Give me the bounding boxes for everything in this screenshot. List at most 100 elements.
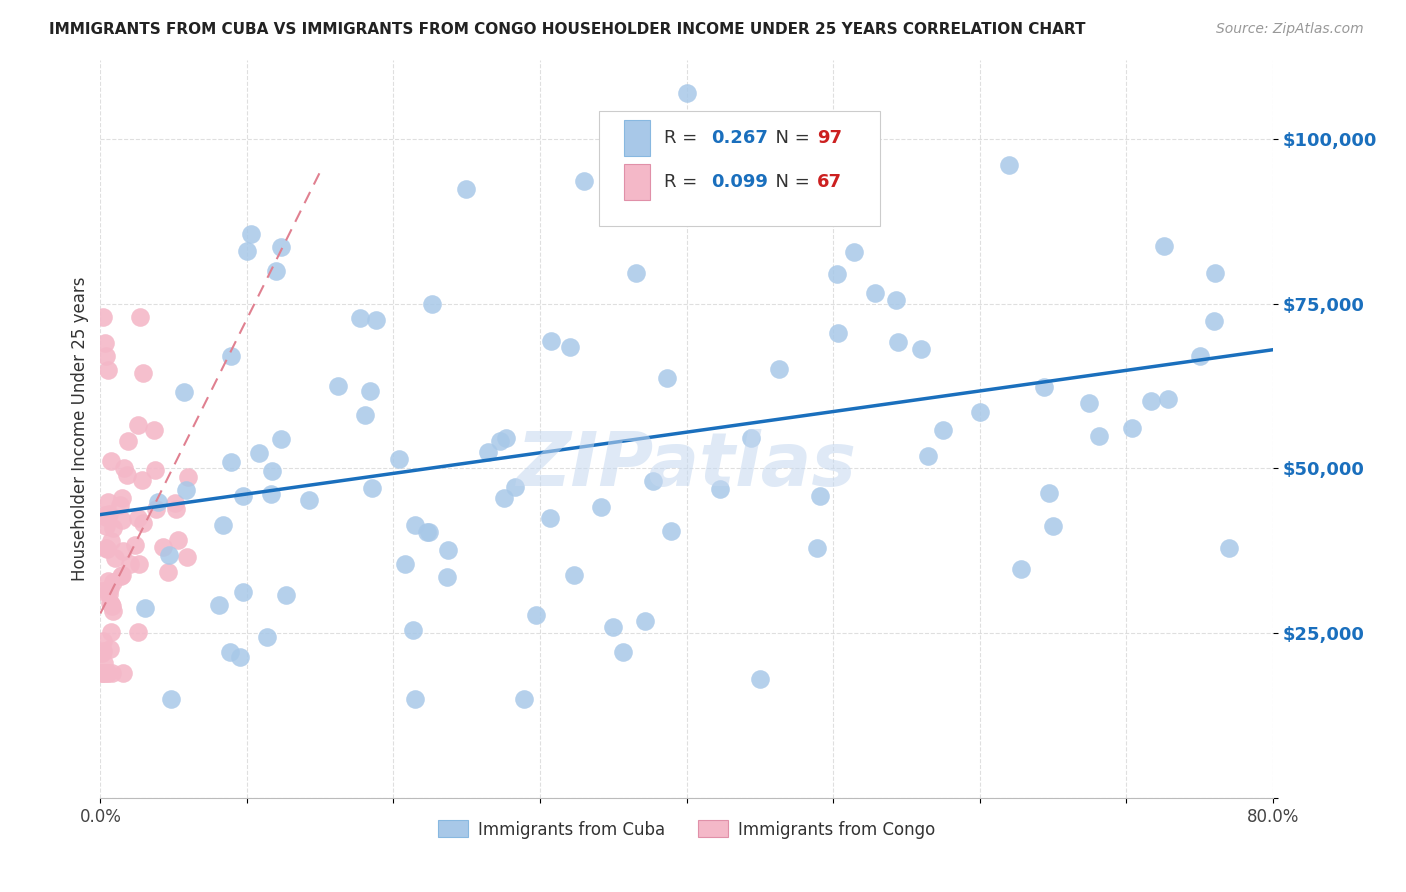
Point [176, 550, 198, 565]
Point [589, 500, 612, 514]
Point [910, 343, 932, 357]
Text: N =: N = [763, 173, 815, 191]
Point [538, 511, 561, 525]
Point [112, 665, 135, 680]
Point [768, 361, 790, 376]
Text: N =: N = [763, 128, 815, 147]
Point [97, 665, 120, 680]
Point [90, 646, 112, 660]
Text: 67: 67 [817, 173, 842, 191]
Point [1121, 421, 1143, 435]
Point [247, 446, 270, 460]
Text: 0.099: 0.099 [711, 173, 768, 191]
Point [404, 518, 426, 533]
Point [495, 431, 517, 445]
Point [100, 453, 122, 467]
Point [104, 551, 127, 566]
Point [270, 239, 292, 253]
Point [101, 574, 124, 589]
Point [127, 417, 149, 432]
Point [643, 474, 665, 488]
Point [131, 473, 153, 487]
Point [512, 692, 534, 706]
Point [917, 449, 939, 463]
Point [1078, 396, 1101, 410]
Point [740, 431, 762, 445]
Point [94, 510, 117, 524]
Point [219, 645, 242, 659]
Point [969, 405, 991, 419]
Point [97, 362, 120, 376]
Point [97, 574, 120, 588]
Point [655, 371, 678, 385]
Point [748, 673, 770, 687]
Point [503, 480, 526, 494]
Point [998, 158, 1021, 172]
Point [163, 495, 186, 509]
Point [366, 313, 388, 327]
Point [94, 541, 117, 556]
Point [115, 468, 138, 483]
Point [97, 495, 120, 509]
Point [236, 244, 259, 258]
Point [219, 454, 242, 468]
Point [1204, 266, 1226, 280]
Point [111, 491, 134, 505]
Point [173, 385, 195, 400]
Point [863, 286, 886, 301]
Point [108, 498, 131, 512]
Bar [624, 120, 650, 155]
Point [93, 633, 115, 648]
Point [100, 534, 122, 549]
Point [96, 349, 118, 363]
Point [145, 502, 167, 516]
Point [128, 557, 150, 571]
Point [1042, 518, 1064, 533]
Point [359, 384, 381, 398]
Point [127, 511, 149, 525]
Point [98, 642, 121, 657]
Point [558, 340, 581, 354]
Point [174, 483, 197, 497]
Point [208, 598, 231, 612]
Point [129, 310, 152, 324]
Point [734, 185, 756, 199]
Point [101, 604, 124, 618]
Point [1038, 485, 1060, 500]
Point [492, 491, 515, 505]
Point [157, 548, 180, 562]
Text: R =: R = [664, 128, 703, 147]
Point [540, 334, 562, 348]
Point [91, 665, 114, 680]
Point [96, 665, 118, 680]
Point [97, 583, 120, 598]
Point [827, 326, 849, 341]
Point [612, 645, 634, 659]
Text: 0.267: 0.267 [711, 128, 768, 147]
Point [97, 587, 120, 601]
Point [808, 489, 831, 503]
Point [1153, 239, 1175, 253]
Y-axis label: Householder Income Under 25 years: Householder Income Under 25 years [72, 277, 89, 581]
Point [232, 490, 254, 504]
Point [94, 519, 117, 533]
Point [177, 470, 200, 484]
Point [260, 487, 283, 501]
Point [101, 521, 124, 535]
Point [256, 630, 278, 644]
Text: IMMIGRANTS FROM CUBA VS IMMIGRANTS FROM CONGO HOUSEHOLDER INCOME UNDER 25 YEARS : IMMIGRANTS FROM CUBA VS IMMIGRANTS FROM … [49, 22, 1085, 37]
Point [93, 665, 115, 680]
Point [152, 540, 174, 554]
Point [134, 601, 156, 615]
Point [148, 495, 170, 509]
Text: Source: ZipAtlas.com: Source: ZipAtlas.com [1216, 22, 1364, 37]
Point [404, 692, 426, 706]
Point [602, 620, 624, 634]
Point [111, 513, 134, 527]
Point [418, 524, 440, 539]
Point [131, 516, 153, 530]
Point [100, 625, 122, 640]
Point [166, 533, 188, 548]
Legend: Immigrants from Cuba, Immigrants from Congo: Immigrants from Cuba, Immigrants from Co… [432, 814, 942, 846]
Point [219, 349, 242, 363]
